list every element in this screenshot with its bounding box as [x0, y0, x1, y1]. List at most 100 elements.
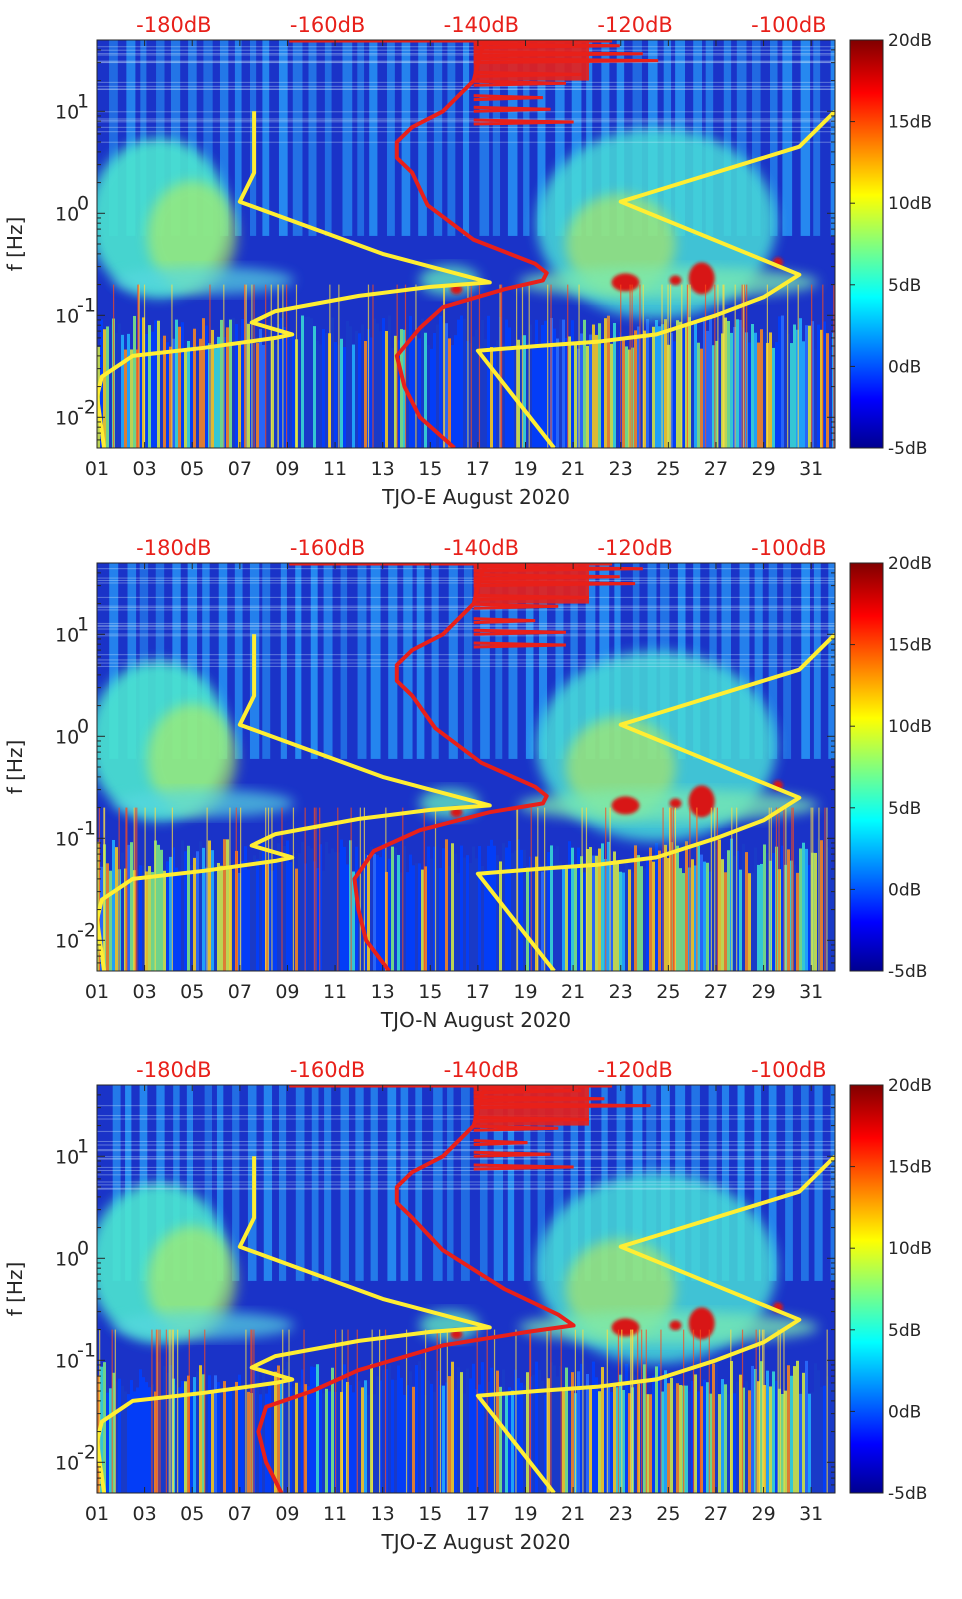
lf-noise-column — [805, 1360, 808, 1493]
lf-noise-column — [829, 349, 832, 448]
diurnal-streak — [357, 40, 365, 236]
lf-noise-column — [535, 856, 538, 971]
lf-noise-column — [700, 854, 703, 971]
lf-noise-column — [277, 843, 280, 971]
colorbar-label: 0dB — [888, 357, 921, 377]
psd-spike — [473, 641, 566, 649]
lf-noise-column — [184, 1381, 187, 1493]
lf-noise-column — [496, 1370, 499, 1493]
lf-noise-column — [634, 1374, 637, 1493]
transient-spike — [811, 284, 813, 448]
transient-spike — [154, 807, 156, 971]
transient-spike — [783, 807, 785, 971]
transient-spike — [499, 284, 501, 448]
diurnal-streak — [830, 40, 835, 236]
lf-noise-column — [259, 328, 262, 448]
top-db-label: -160dB — [290, 1058, 365, 1082]
transient-spike — [244, 284, 246, 448]
noise-model-curve-right — [475, 1154, 835, 1493]
lf-noise-column — [232, 1388, 235, 1493]
lf-noise-column — [187, 340, 190, 448]
transient-spike — [755, 1329, 757, 1493]
hf-line — [97, 607, 835, 609]
diurnal-streak — [525, 563, 534, 759]
lf-noise-column — [499, 861, 502, 971]
diurnal-streak — [324, 40, 332, 236]
transient-spike — [630, 1329, 632, 1493]
lf-noise-column — [316, 1364, 319, 1493]
diurnal-streak — [234, 563, 243, 759]
lf-noise-column — [370, 846, 373, 971]
lf-noise-column — [451, 843, 454, 971]
lf-noise-column — [406, 1385, 409, 1493]
x-tick-label: 31 — [799, 1503, 823, 1525]
transient-spike — [689, 284, 691, 448]
lf-noise-column — [787, 1365, 790, 1493]
transient-spike — [537, 807, 539, 971]
lf-noise-column — [673, 850, 676, 971]
lf-noise-column — [658, 850, 661, 971]
lf-noise-column — [349, 1384, 352, 1493]
lf-noise-column — [301, 841, 304, 971]
transient-spike — [188, 1329, 190, 1493]
lf-noise-column — [526, 1372, 529, 1493]
transient-spike — [766, 284, 769, 448]
lf-noise-column — [535, 1361, 538, 1493]
transient-spike — [574, 1329, 577, 1493]
lf-noise-column — [727, 1394, 730, 1493]
lf-noise-column — [244, 329, 247, 448]
lf-noise-column — [760, 863, 763, 971]
lf-noise-column — [652, 326, 655, 448]
diurnal-streak — [415, 1085, 423, 1281]
transient-spike — [367, 284, 370, 448]
lf-noise-column — [106, 1392, 109, 1493]
lf-noise-column — [427, 345, 430, 448]
y-tick-exponent: -1 — [77, 294, 96, 316]
lf-noise-column — [460, 315, 463, 448]
lf-noise-column — [286, 1361, 289, 1493]
lf-noise-column — [778, 1388, 781, 1493]
transient-spike — [585, 807, 588, 971]
lf-noise-column — [280, 1383, 283, 1493]
psd-spike — [473, 105, 551, 113]
transient-spike — [516, 807, 518, 971]
lf-noise-column — [505, 319, 508, 448]
lf-noise-column — [169, 856, 172, 971]
lf-noise-column — [781, 845, 784, 971]
transient-spike — [223, 284, 225, 448]
lf-noise-column — [709, 871, 712, 971]
lf-noise-column — [700, 348, 703, 448]
diurnal-streak — [783, 563, 792, 759]
lf-noise-column — [736, 1381, 739, 1493]
lf-noise-column — [325, 842, 328, 971]
lf-noise-column — [556, 338, 559, 448]
lf-noise-column — [814, 349, 817, 448]
transient-spike — [425, 1329, 427, 1493]
transient-spike — [363, 807, 365, 971]
psd-curve — [256, 1085, 576, 1493]
lf-noise-column — [499, 1386, 502, 1493]
lf-noise-column — [541, 871, 544, 971]
lf-noise-column — [265, 1393, 268, 1493]
lf-noise-column — [349, 326, 352, 448]
transient-spike — [528, 284, 530, 448]
transient-spike — [103, 807, 106, 971]
lf-noise-column — [532, 1374, 535, 1493]
lf-noise-column — [589, 847, 592, 971]
lf-noise-column — [718, 1394, 721, 1493]
transient-spike — [529, 1329, 532, 1493]
diurnal-streak — [495, 563, 503, 759]
lf-noise-column — [763, 844, 766, 971]
lf-noise-column — [163, 870, 166, 971]
lf-noise-column — [193, 857, 196, 971]
diurnal-streak — [278, 1085, 287, 1281]
y-tick-label: 10-1 — [55, 294, 96, 327]
top-db-label: -140dB — [444, 13, 519, 37]
microseism-hotspot — [688, 1307, 715, 1340]
diurnal-streak — [523, 40, 530, 236]
y-tick-exponent: 1 — [77, 1135, 89, 1157]
transient-spike — [606, 1329, 608, 1493]
lf-noise-column — [445, 323, 448, 448]
transient-spike — [631, 1329, 633, 1493]
lf-noise-column — [154, 320, 157, 448]
